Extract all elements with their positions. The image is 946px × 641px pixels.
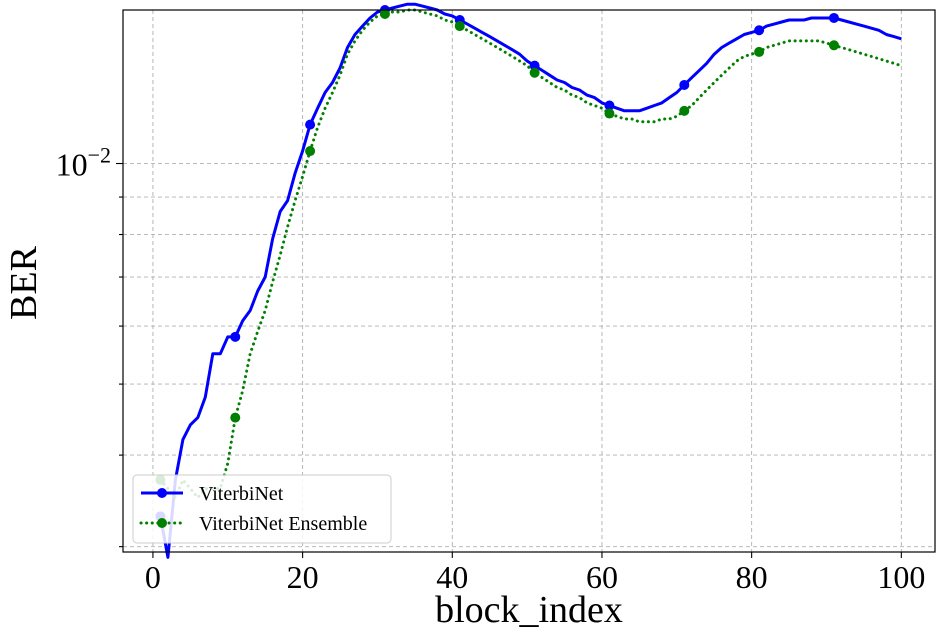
legend-marker-viterbinet-ensemble xyxy=(157,518,167,528)
series-group xyxy=(155,2,903,559)
data-point-viterbinet xyxy=(529,60,540,71)
data-point-viterbinet-ensemble xyxy=(828,40,839,51)
legend: ViterbiNet ViterbiNet Ensemble xyxy=(132,474,392,544)
x-tick-label: 0 xyxy=(145,559,161,595)
data-point-viterbinet-ensemble xyxy=(379,8,390,19)
x-tick-label: 80 xyxy=(736,559,768,595)
legend-box xyxy=(132,474,392,544)
series-line-viterbinet-ensemble xyxy=(158,8,903,500)
x-tick-label: 100 xyxy=(877,559,925,595)
data-point-viterbinet xyxy=(828,12,839,23)
x-axis-ticks: 0 20 40 60 80 100 xyxy=(145,552,925,595)
legend-label-viterbinet: ViterbiNet xyxy=(199,483,284,505)
data-point-viterbinet-ensemble xyxy=(529,67,540,78)
data-point-viterbinet xyxy=(604,100,615,111)
grid-lines xyxy=(123,10,935,552)
data-point-viterbinet-ensemble xyxy=(754,46,765,57)
x-tick-label: 60 xyxy=(586,559,618,595)
data-point-viterbinet-ensemble xyxy=(604,108,615,119)
legend-marker-viterbinet xyxy=(157,488,167,498)
y-axis-ticks: 10−2 xyxy=(56,143,123,548)
legend-label-viterbinet-ensemble: ViterbiNet Ensemble xyxy=(199,513,367,535)
y-axis-label: BER xyxy=(3,245,45,320)
plot-area-frame xyxy=(122,9,936,553)
x-tick-label: 40 xyxy=(436,559,468,595)
y-tick-label-major: 10−2 xyxy=(56,143,111,183)
data-point-viterbinet-ensemble xyxy=(679,105,690,116)
data-point-viterbinet-ensemble xyxy=(305,146,316,157)
data-point-viterbinet xyxy=(679,79,690,90)
data-point-viterbinet xyxy=(754,25,765,36)
data-point-viterbinet-ensemble xyxy=(454,21,465,32)
data-point-viterbinet xyxy=(230,331,241,342)
data-point-viterbinet xyxy=(305,119,316,130)
data-point-viterbinet-ensemble xyxy=(230,412,241,423)
x-tick-label: 20 xyxy=(287,559,319,595)
x-axis-label: block_index xyxy=(435,589,623,631)
